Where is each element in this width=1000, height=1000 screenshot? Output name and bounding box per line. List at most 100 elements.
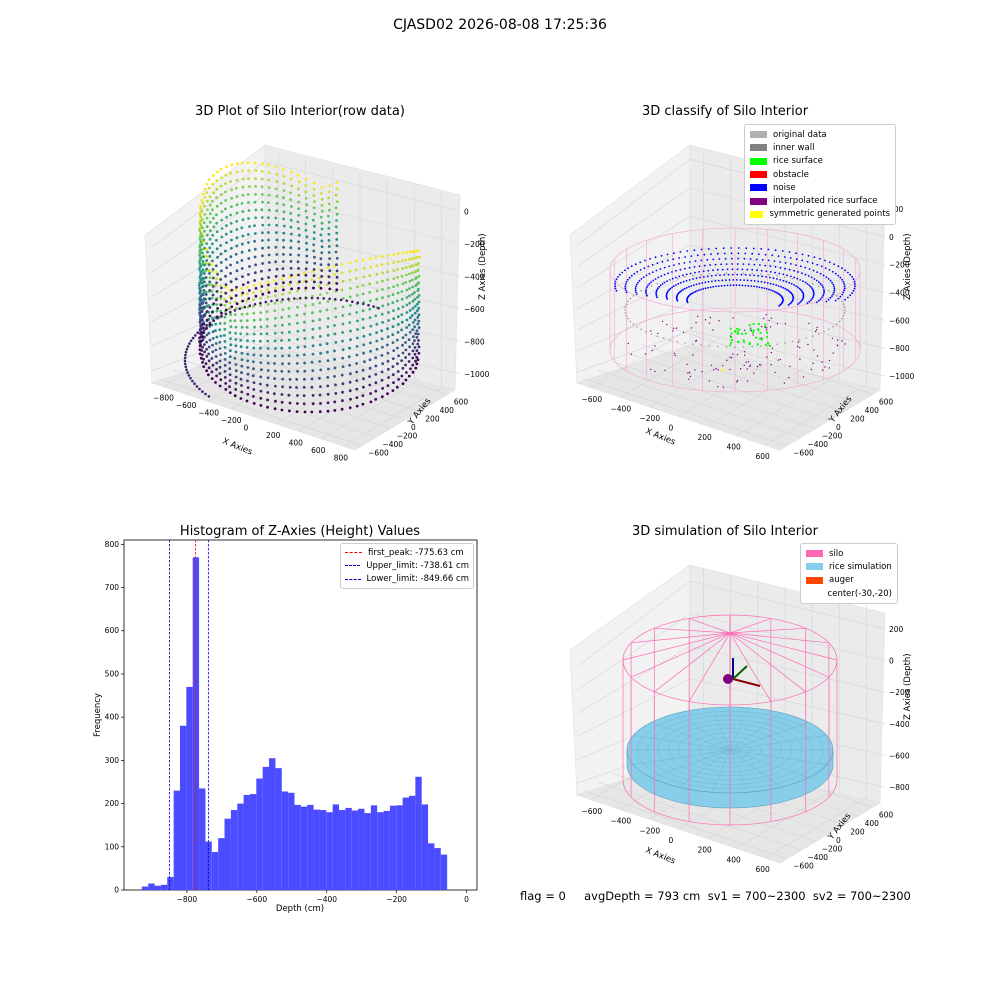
raw-data-point <box>274 231 278 234</box>
noise-point <box>634 287 637 290</box>
histogram-bar <box>440 854 448 890</box>
raw-data-points <box>183 161 421 414</box>
rice-mesh-spoke <box>729 749 809 778</box>
original-point <box>734 272 736 274</box>
interpolated-point <box>756 365 759 368</box>
raw-data-point <box>234 363 238 366</box>
raw-data-point <box>198 259 201 263</box>
raw-data-point <box>220 176 223 180</box>
raw-data-point <box>404 348 408 352</box>
raw-data-point <box>333 375 336 378</box>
noise-point <box>737 247 740 249</box>
raw-data-point <box>225 266 228 270</box>
raw-data-point <box>261 231 264 235</box>
noise-point <box>712 269 714 272</box>
raw-data-point <box>348 406 352 410</box>
raw-data-point <box>198 311 202 314</box>
raw-data-point <box>198 275 202 279</box>
wall-grid-line <box>151 328 266 371</box>
raw-data-point <box>233 313 237 316</box>
raw-data-point <box>219 261 223 264</box>
raw-data-point <box>208 272 211 275</box>
noise-point <box>698 265 701 268</box>
raw-data-point <box>235 244 239 248</box>
raw-data-point <box>281 354 284 358</box>
noise-point <box>851 292 853 294</box>
noise-point <box>624 283 627 285</box>
raw-data-point <box>201 390 204 393</box>
legend-label: rice surface <box>773 156 823 167</box>
raw-data-point <box>246 233 250 236</box>
raw-data-point <box>215 179 219 183</box>
raw-data-point <box>411 328 415 331</box>
noise-point <box>822 293 825 295</box>
raw-data-point <box>223 334 226 337</box>
interpolated-point <box>783 382 786 384</box>
raw-data-point <box>211 330 215 334</box>
noise-point <box>702 288 705 290</box>
raw-data-point <box>224 388 228 391</box>
noise-point <box>774 249 777 252</box>
raw-data-point <box>207 263 211 267</box>
noise-point <box>614 282 616 285</box>
raw-data-point <box>241 210 245 213</box>
interpolated-point <box>816 355 819 357</box>
z-axis-label: Z Axies (Depth) <box>478 233 488 300</box>
raw-data-point <box>386 335 390 339</box>
silo-roof-strut <box>622 632 731 661</box>
wall-grid-line <box>576 216 691 289</box>
original-point <box>844 309 846 311</box>
histogram-bar <box>262 766 270 890</box>
raw-data-point <box>312 243 316 247</box>
rice-surface-point <box>736 332 739 335</box>
y-tick-label: −600 <box>793 449 814 458</box>
raw-data-point <box>234 344 238 348</box>
raw-data-point <box>234 350 238 354</box>
x-tick-label: 0 <box>669 424 674 433</box>
raw-data-point <box>275 202 279 205</box>
raw-data-point <box>334 341 338 344</box>
raw-data-point <box>211 233 215 237</box>
noise-point <box>751 268 754 271</box>
raw-data-point <box>200 339 203 343</box>
raw-data-point <box>273 339 277 343</box>
raw-data-point <box>280 346 284 350</box>
raw-data-point <box>408 345 411 349</box>
raw-data-point <box>415 349 419 352</box>
raw-data-point <box>408 309 412 312</box>
noise-point <box>718 258 721 260</box>
x-tick-label: −600 <box>176 401 197 410</box>
raw-data-point <box>326 350 329 354</box>
raw-data-point <box>414 263 418 267</box>
raw-data-point <box>327 196 330 200</box>
raw-data-point <box>339 298 343 302</box>
raw-data-point <box>414 284 418 287</box>
noise-point <box>801 272 803 275</box>
raw-data-point <box>416 249 419 253</box>
raw-data-point <box>304 228 308 232</box>
raw-data-point <box>274 294 277 298</box>
histogram-bar <box>389 805 397 890</box>
noise-point <box>841 293 843 296</box>
raw-data-point <box>335 181 339 184</box>
raw-data-point <box>275 253 279 256</box>
raw-data-point <box>400 374 404 378</box>
legend-label: original data <box>773 129 827 140</box>
interpolated-point <box>776 323 779 325</box>
histogram-bar <box>421 804 429 890</box>
noise-point <box>625 281 628 283</box>
raw-data-point <box>204 293 208 296</box>
raw-data-point <box>410 257 414 261</box>
noise-point <box>821 284 823 287</box>
raw-data-point <box>200 353 204 357</box>
raw-data-point <box>318 318 322 322</box>
legend-swatch <box>750 157 767 165</box>
x-tick-label: 600 <box>756 865 771 874</box>
original-point <box>629 297 632 300</box>
x-tick-label: −400 <box>611 404 632 413</box>
interpolated-point <box>750 327 752 329</box>
rice-surface-point <box>766 335 769 339</box>
raw-data-point <box>224 249 227 253</box>
raw-data-point <box>386 302 390 306</box>
